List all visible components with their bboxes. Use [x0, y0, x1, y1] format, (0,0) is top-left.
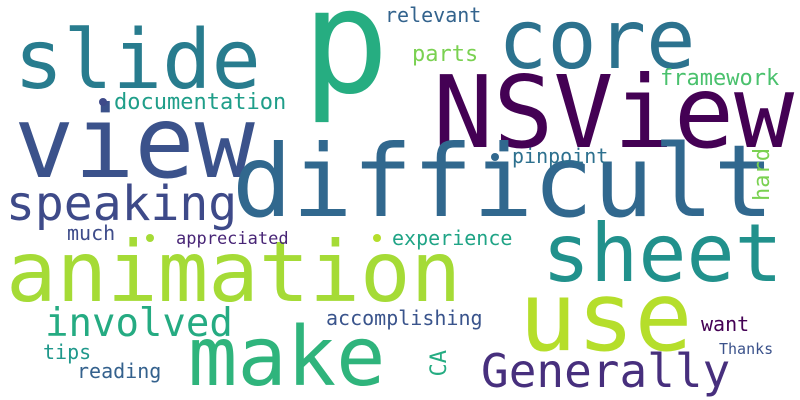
dot-marker: [491, 153, 499, 161]
word-experience: experience: [392, 226, 513, 250]
word-accomplishing: accomplishing: [326, 306, 483, 330]
word-relevant: relevant: [385, 3, 482, 27]
word-parts: parts: [412, 42, 479, 67]
word-nsview: NSView: [433, 54, 795, 171]
word-involved: involved: [45, 301, 233, 346]
word-core: core: [498, 0, 696, 88]
word-speaking: speaking: [6, 176, 238, 232]
word-want: want: [701, 312, 750, 336]
word-tips: tips: [43, 340, 92, 364]
word-animation: animation: [6, 223, 462, 321]
word-sheet: sheet: [542, 207, 783, 300]
word-use: use: [519, 261, 693, 373]
word-pinpoint: pinpoint: [512, 144, 609, 168]
word-reading: reading: [77, 359, 162, 383]
dot-marker: [99, 98, 107, 106]
word-difficult: difficult: [232, 123, 774, 240]
word-appreciated: appreciated: [176, 229, 289, 249]
word-slide: slide: [14, 13, 261, 108]
word-make: make: [188, 310, 386, 400]
word-generally: Generally: [481, 344, 731, 398]
word-view: view: [14, 84, 255, 201]
dot-marker: [373, 234, 381, 242]
dot-marker: [146, 234, 154, 242]
word-thanks: Thanks: [719, 340, 774, 358]
word-much: much: [67, 221, 116, 245]
word-p: p: [302, 0, 390, 127]
word-framework: framework: [660, 66, 780, 91]
word-documentation: documentation: [114, 90, 287, 115]
